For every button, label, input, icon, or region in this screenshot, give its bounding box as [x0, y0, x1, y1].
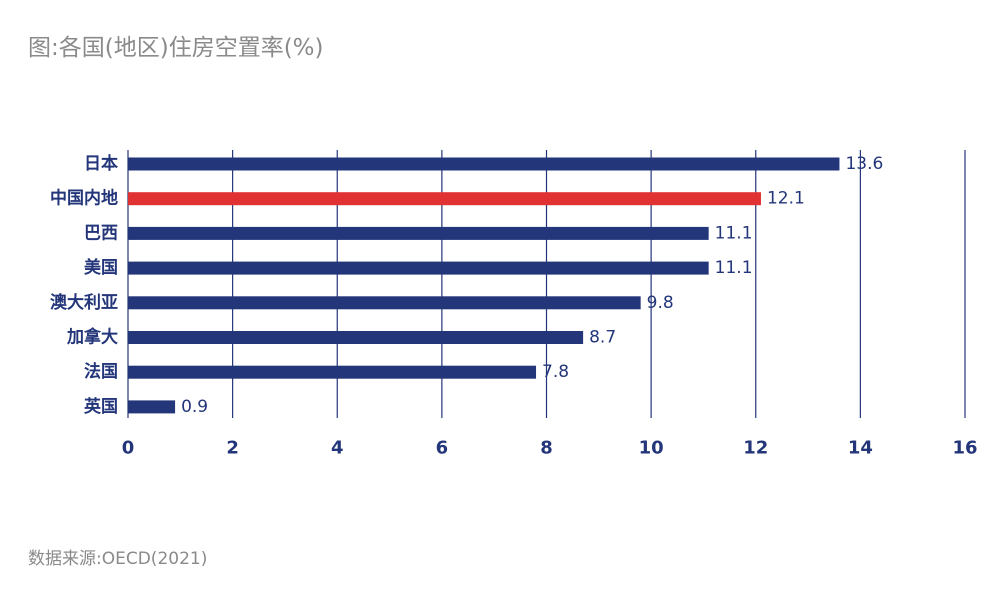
x-axis-tick-labels: 0 2 4 6 8 10 12 14 16 [122, 438, 978, 459]
category-label-0: 日本 [84, 153, 118, 174]
value-label-7: 0.9 [181, 397, 208, 417]
value-label-6: 7.8 [542, 362, 569, 382]
bar-2 [128, 226, 709, 240]
category-label-4: 澳大利亚 [50, 292, 118, 313]
category-label-5: 加拿大 [66, 327, 118, 348]
x-tick-label-8: 8 [540, 438, 553, 459]
bar-5 [128, 331, 584, 344]
category-label-3: 美国 [84, 257, 118, 278]
bar-4 [128, 296, 641, 310]
x-tick-label-4: 4 [331, 438, 344, 459]
bar-0 [128, 157, 840, 171]
bar-3 [128, 261, 709, 275]
category-label-2: 巴西 [84, 223, 118, 243]
x-tick-label-12: 12 [743, 438, 768, 459]
value-label-1: 12.1 [767, 189, 805, 209]
chart-title: 图:各国(地区)住房空置率(%) [28, 35, 324, 61]
category-label-1: 中国内地 [50, 188, 118, 209]
x-tick-label-6: 6 [436, 438, 449, 459]
value-label-4: 9.8 [647, 293, 674, 313]
x-tick-label-2: 2 [226, 438, 239, 459]
category-label-6: 法国 [84, 361, 118, 382]
bar-6 [128, 365, 537, 379]
value-label-3: 11.1 [715, 258, 753, 278]
value-labels: 13.6 12.1 11.1 11.1 9.8 8.7 7.8 0.9 [181, 154, 883, 417]
value-label-5: 8.7 [589, 328, 616, 348]
bar-7 [128, 400, 176, 414]
bar-1 [128, 192, 761, 206]
data-source-note: 数据来源:OECD(2021) [28, 549, 208, 569]
category-label-7: 英国 [84, 396, 118, 417]
x-tick-label-0: 0 [122, 438, 135, 459]
x-tick-label-14: 14 [848, 438, 873, 459]
x-tick-label-16: 16 [952, 438, 977, 459]
value-label-0: 13.6 [845, 154, 883, 174]
x-tick-label-10: 10 [639, 438, 664, 459]
bars [128, 157, 840, 414]
value-label-2: 11.1 [715, 223, 753, 243]
